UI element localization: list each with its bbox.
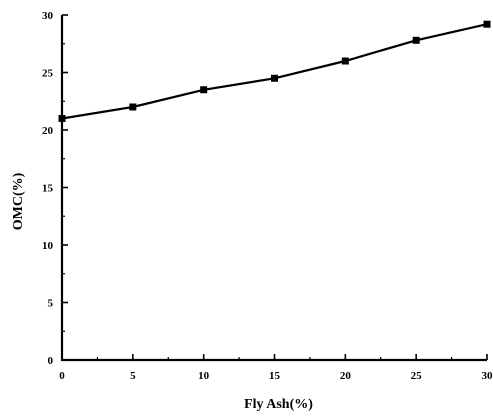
- series-layer: [58, 20, 491, 122]
- data-point-marker: [58, 115, 66, 122]
- data-point-marker: [271, 74, 278, 82]
- y-tick-label: 0: [48, 355, 54, 367]
- data-point-marker: [200, 86, 208, 94]
- x-axis-label: Fly Ash(%): [244, 397, 313, 412]
- x-tick-label: 20: [340, 370, 352, 382]
- labels-layer: 0 5 10 15 20 25 30 0 5 10 15 20 25 30: [42, 10, 493, 382]
- data-point-marker: [341, 57, 349, 65]
- series-line: [61, 23, 488, 120]
- y-tick-label: 15: [42, 183, 54, 195]
- ticks-layer: [61, 14, 488, 361]
- x-tick-label: 15: [269, 370, 281, 382]
- x-tick-label: 0: [59, 370, 65, 382]
- axes-frame: [60, 15, 487, 362]
- y-tick-label: 30: [42, 10, 54, 22]
- y-tick-label: 5: [48, 298, 54, 310]
- y-tick-label: 20: [42, 125, 54, 137]
- data-point-marker: [483, 20, 491, 28]
- x-tick-label: 10: [198, 370, 210, 382]
- x-tick-label: 30: [482, 370, 493, 382]
- y-tick-label: 25: [42, 68, 54, 80]
- y-axis-label: OMC(%): [11, 172, 26, 230]
- data-point-marker: [412, 36, 420, 44]
- axes-layer: [60, 15, 487, 362]
- y-tick-label: 10: [42, 240, 54, 252]
- x-tick-label: 25: [411, 370, 423, 382]
- data-point-marker: [129, 103, 137, 111]
- x-tick-label: 5: [130, 370, 136, 382]
